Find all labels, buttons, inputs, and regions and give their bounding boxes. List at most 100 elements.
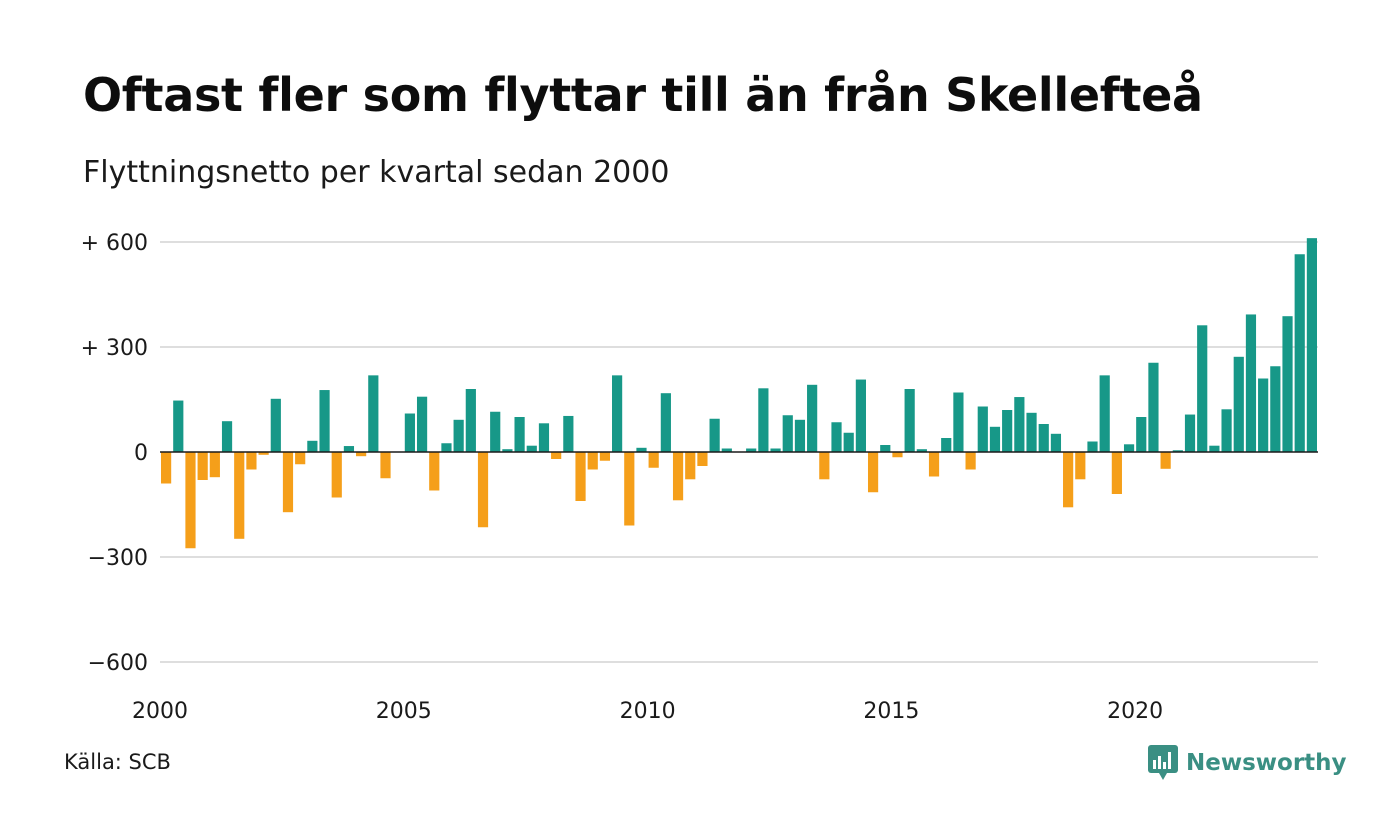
bar — [343, 446, 355, 452]
bar — [855, 379, 866, 452]
bar — [782, 415, 793, 452]
bar — [1233, 356, 1244, 452]
bar — [1038, 424, 1049, 452]
bar — [416, 396, 428, 452]
bar — [429, 452, 440, 491]
bar — [1099, 375, 1110, 452]
bar — [807, 384, 818, 452]
bar — [319, 390, 330, 452]
bar — [1258, 378, 1269, 452]
bar — [928, 452, 940, 477]
chart-subtitle: Flyttningsnetto per kvartal sedan 2000 — [83, 155, 670, 190]
bar — [1075, 452, 1086, 480]
y-tick-label: + 600 — [81, 231, 148, 256]
bar — [1306, 238, 1317, 452]
bar — [1111, 452, 1122, 494]
bar — [965, 452, 976, 470]
bar — [1136, 417, 1147, 452]
source-note: Källa: SCB — [64, 750, 171, 774]
bar — [685, 452, 696, 480]
bar — [819, 452, 830, 480]
bar — [1087, 441, 1098, 452]
bar — [1002, 410, 1013, 452]
bar — [526, 445, 537, 452]
bar — [221, 421, 233, 452]
bar — [295, 452, 306, 465]
bar — [1172, 450, 1183, 452]
bar — [307, 440, 318, 452]
bar — [660, 393, 671, 452]
y-tick-label: −600 — [88, 651, 148, 676]
bar — [612, 375, 623, 452]
bar — [1282, 316, 1293, 452]
bar — [880, 445, 891, 452]
bar — [709, 418, 720, 452]
x-tick-label: 2000 — [132, 699, 188, 724]
bar — [892, 452, 903, 458]
bar — [575, 452, 586, 501]
y-tick-label: −300 — [88, 546, 148, 571]
y-tick-label: 0 — [134, 441, 148, 466]
bar — [514, 417, 525, 452]
bar — [185, 452, 196, 549]
bar — [794, 419, 806, 452]
bar — [538, 423, 550, 452]
bar — [989, 426, 1001, 452]
bar — [697, 452, 708, 466]
bar — [465, 389, 476, 452]
bar — [258, 452, 269, 455]
bar — [746, 448, 757, 452]
bar — [404, 413, 415, 452]
brand-name: Newsworthy — [1186, 750, 1347, 776]
bar — [953, 392, 964, 452]
bar — [758, 388, 769, 452]
bar — [636, 447, 647, 452]
bar — [502, 449, 513, 452]
bar — [380, 452, 391, 479]
bar — [1197, 325, 1208, 452]
bar — [368, 375, 379, 452]
bar — [843, 432, 854, 452]
bar — [270, 398, 281, 452]
bar — [173, 400, 184, 452]
bar — [1148, 362, 1159, 452]
bar — [356, 452, 367, 457]
bar — [1160, 452, 1171, 469]
bar — [1209, 445, 1220, 452]
x-tick-label: 2015 — [863, 699, 919, 724]
bar — [672, 452, 684, 501]
bar — [197, 452, 208, 480]
bar — [490, 411, 501, 452]
bar — [1245, 314, 1257, 452]
bar — [867, 452, 879, 493]
bar — [831, 422, 842, 452]
bar — [282, 452, 294, 513]
bar — [721, 448, 732, 452]
bar — [563, 415, 574, 452]
x-tick-label: 2010 — [620, 699, 676, 724]
bar — [1221, 409, 1232, 452]
bar — [161, 452, 172, 484]
bar — [1050, 433, 1062, 452]
bar — [331, 452, 342, 498]
bar — [1270, 366, 1281, 452]
bar — [916, 449, 927, 452]
bar — [648, 452, 659, 468]
bar — [1026, 412, 1037, 452]
bar — [453, 419, 464, 452]
bar — [1294, 254, 1305, 452]
bar — [1123, 444, 1135, 452]
bar — [246, 452, 257, 470]
chart-title: Oftast fler som flyttar till än från Ske… — [83, 68, 1203, 122]
newsworthy-logo-icon — [1148, 745, 1178, 780]
bar — [1184, 414, 1196, 452]
bar — [1063, 452, 1074, 508]
bar — [977, 406, 988, 452]
bar — [624, 452, 635, 526]
x-tick-label: 2005 — [376, 699, 432, 724]
bar — [551, 452, 562, 459]
bar — [1014, 397, 1025, 452]
bar — [441, 443, 452, 452]
bar — [477, 452, 489, 528]
